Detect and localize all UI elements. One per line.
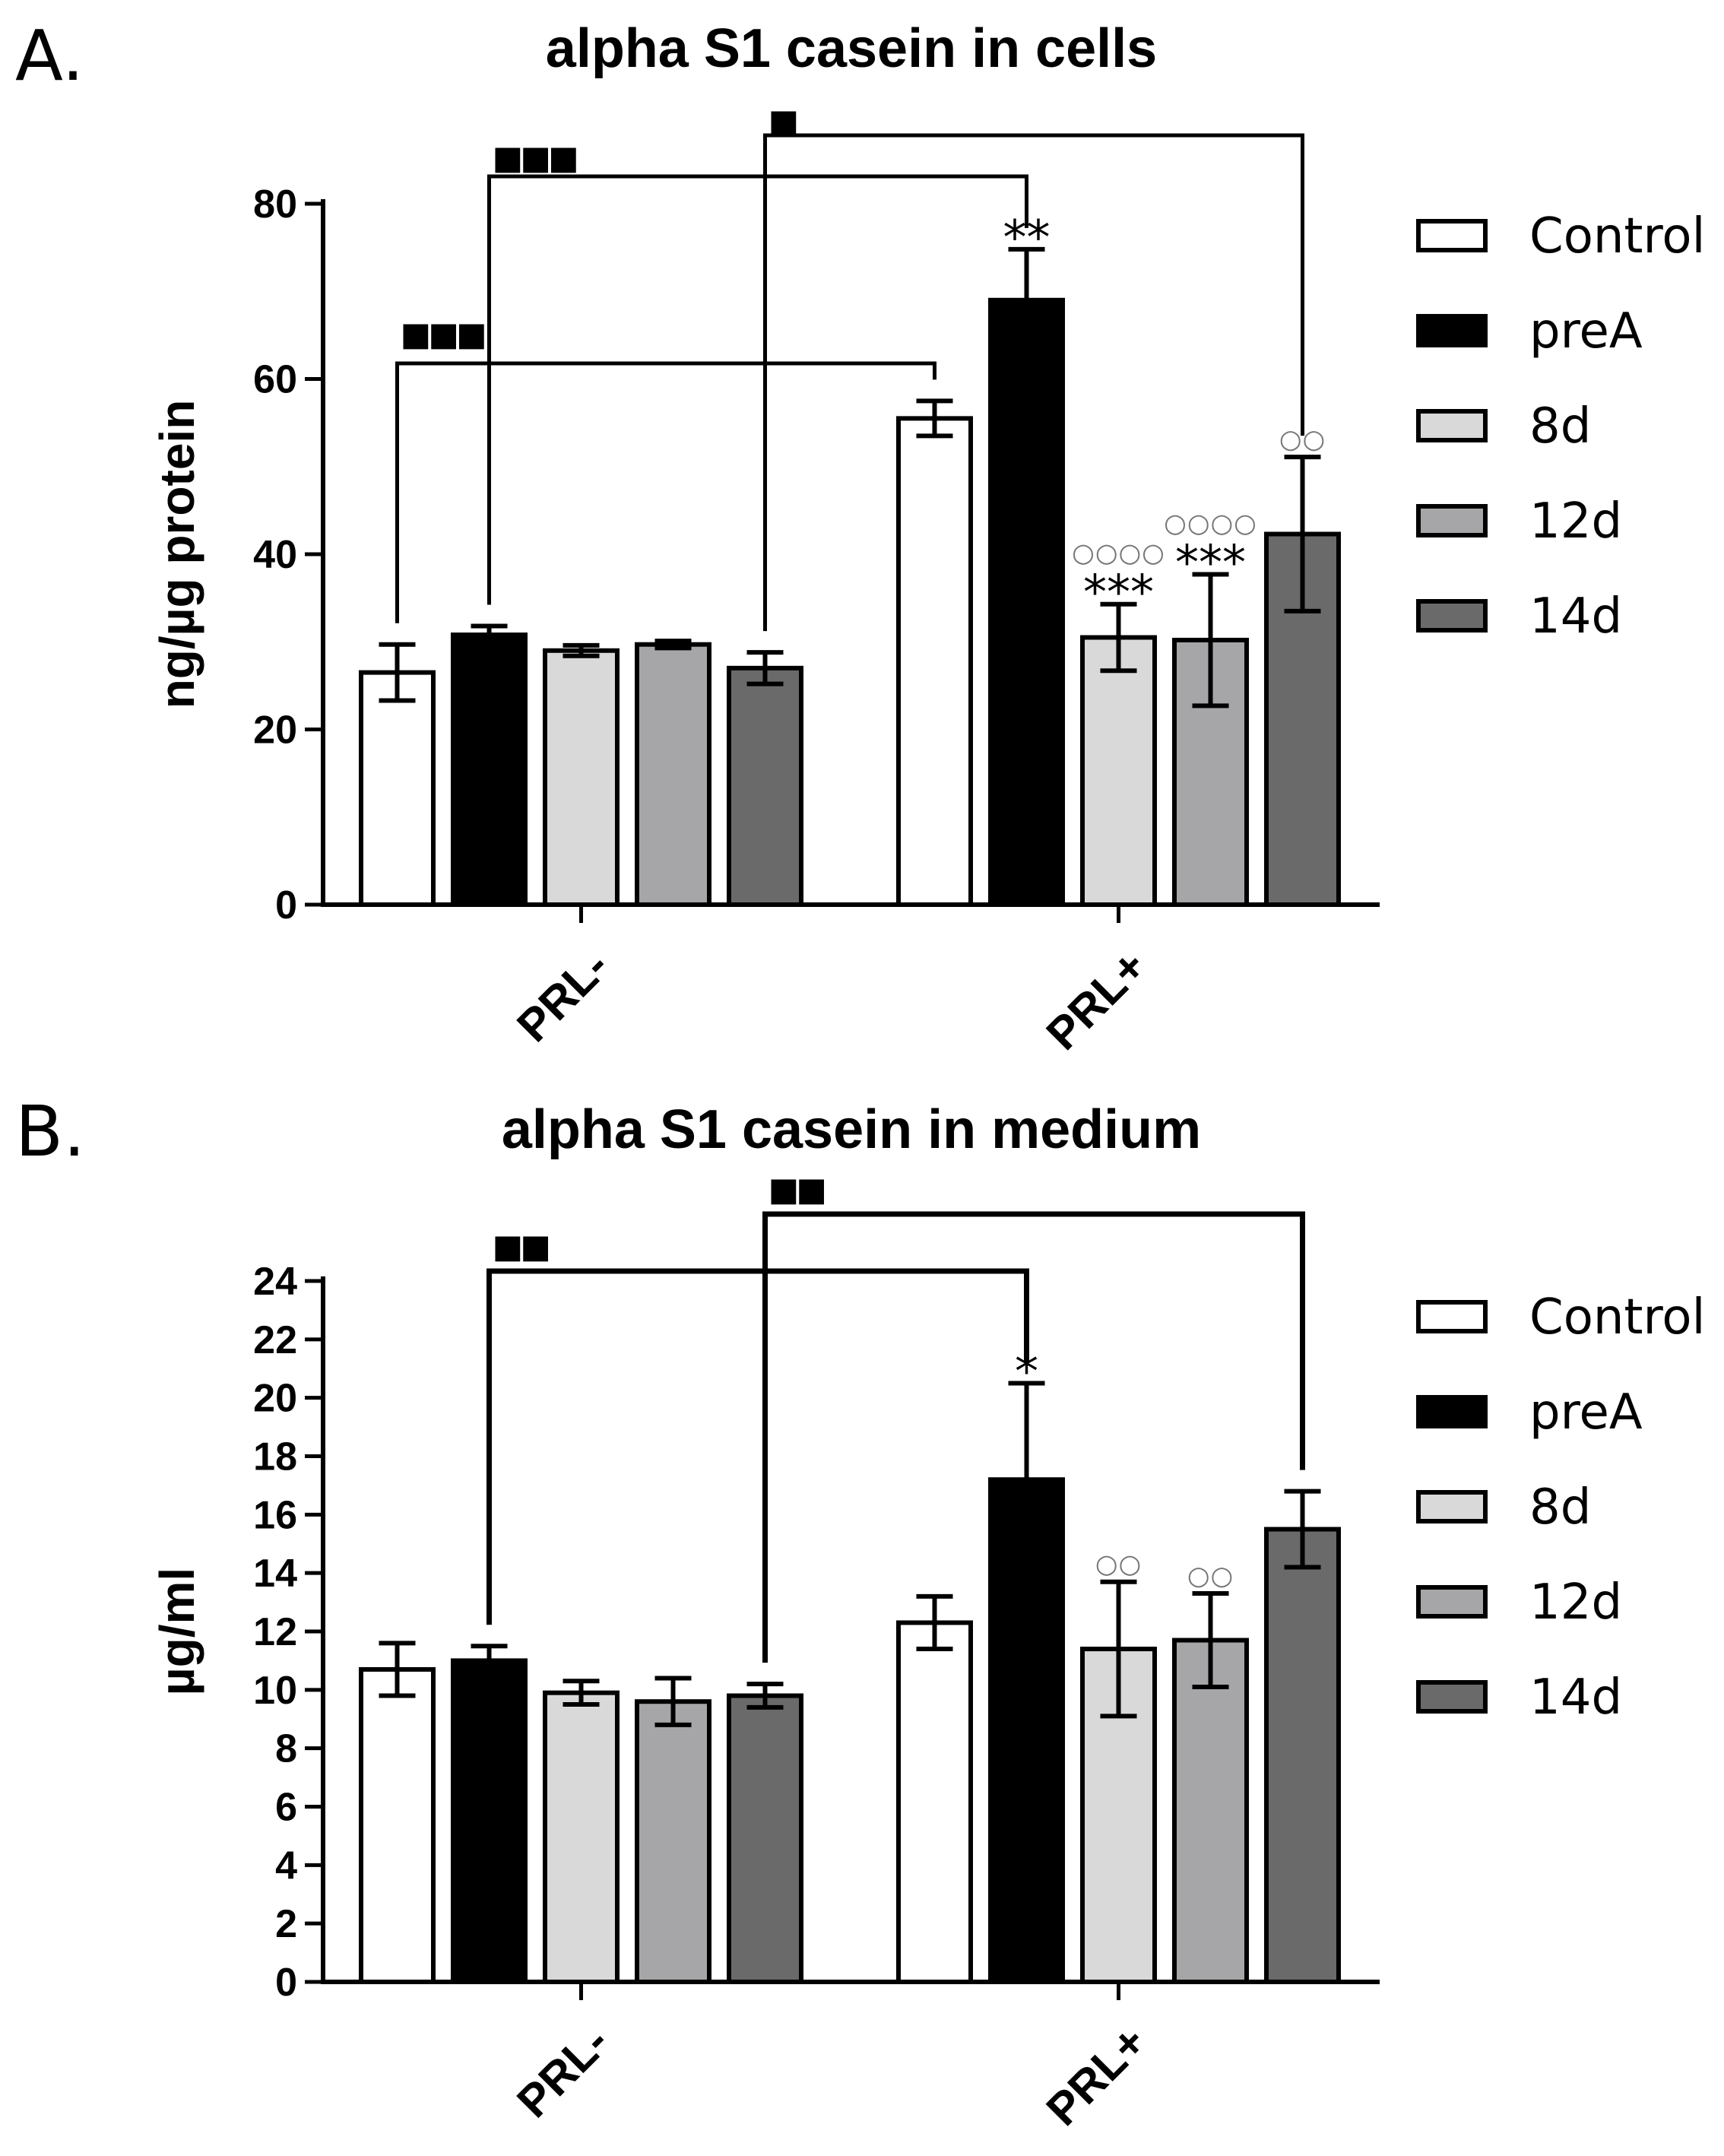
significance-asterisks: *** xyxy=(1175,535,1246,591)
y-tick-label: 2 xyxy=(275,1902,297,1946)
bar-control-prl xyxy=(359,670,436,908)
y-tick-label: 80 xyxy=(253,182,297,227)
significance-bracket xyxy=(486,1268,1029,1625)
legend-label-12d: 12d xyxy=(1529,493,1622,550)
y-tick-label: 20 xyxy=(253,1377,297,1421)
y-tick-label: 10 xyxy=(253,1669,297,1713)
bar-14d-prl xyxy=(1264,531,1341,907)
significance-asterisks: *** xyxy=(1083,565,1154,620)
significance-marker: ▪▪ xyxy=(491,1216,549,1274)
legend-label-prea: preA xyxy=(1529,303,1643,360)
bar-control-prl xyxy=(359,1666,436,1984)
x-category-label-prl: PRL- xyxy=(507,940,618,1051)
significance-asterisks: * xyxy=(1015,1343,1038,1399)
bar-prea-prl xyxy=(451,1658,528,1985)
significance-marker: ▪▪▪ xyxy=(399,303,484,362)
legend-label-8d: 8d xyxy=(1529,398,1591,455)
bar-control-prl xyxy=(896,416,973,907)
panel-a: A. alpha S1 casein in cells ng/µg protein 0… xyxy=(15,15,1705,1060)
legend-swatch-control xyxy=(1416,219,1488,252)
legend-label-control: Control xyxy=(1529,1289,1705,1346)
y-tick-label: 20 xyxy=(253,709,297,753)
chart-title: alpha S1 casein in cells xyxy=(546,18,1157,79)
y-tick-label: 22 xyxy=(253,1318,297,1362)
y-tick-label: 24 xyxy=(253,1260,297,1304)
bar-8d-prl xyxy=(543,1690,620,1985)
x-category-label-prl: PRL+ xyxy=(1037,940,1156,1060)
significance-marker: ▪ xyxy=(767,90,797,149)
legend-label-8d: 8d xyxy=(1529,1479,1591,1536)
y-axis-title: ng/µg protein xyxy=(150,400,204,709)
significance-circles: ○○○○ xyxy=(1072,538,1165,569)
significance-bracket xyxy=(395,361,936,623)
panel-label: A. xyxy=(15,15,84,97)
legend-swatch-12d xyxy=(1416,1585,1488,1619)
panel-label: B. xyxy=(15,1091,85,1172)
legend-swatch-8d xyxy=(1416,1490,1488,1523)
bar-14d-prl xyxy=(727,1693,803,1984)
bar-12d-prl xyxy=(635,1699,711,1984)
x-category-label-prl: PRL- xyxy=(507,2016,618,2127)
bar-8d-prl xyxy=(543,648,620,908)
significance-circles: ○○ xyxy=(1095,1549,1142,1580)
bar-8d-prl xyxy=(1080,635,1157,907)
legend-swatch-8d xyxy=(1416,409,1488,442)
significance-bracket xyxy=(487,174,1028,605)
y-tick-label: 8 xyxy=(275,1727,297,1771)
y-tick-label: 0 xyxy=(275,883,297,927)
y-tick-label: 0 xyxy=(275,1961,297,2005)
bar-14d-prl xyxy=(1264,1527,1341,1984)
y-tick-label: 16 xyxy=(253,1493,297,1537)
y-tick-label: 18 xyxy=(253,1435,297,1479)
y-tick-label: 14 xyxy=(253,1552,297,1596)
legend-label-control: Control xyxy=(1529,208,1705,265)
y-tick-label: 12 xyxy=(253,1610,297,1654)
bar-14d-prl xyxy=(727,665,803,907)
significance-asterisks: ** xyxy=(1003,210,1051,265)
bar-12d-prl xyxy=(635,642,711,908)
significance-bracket xyxy=(763,133,1304,632)
legend-swatch-prea xyxy=(1416,1395,1488,1428)
legend-swatch-prea xyxy=(1416,314,1488,347)
legend-label-14d: 14d xyxy=(1529,1669,1622,1726)
legend-swatch-14d xyxy=(1416,1680,1488,1714)
bar-control-prl xyxy=(896,1620,973,1985)
bar-prea-prl xyxy=(988,297,1065,907)
bar-12d-prl xyxy=(1172,1638,1249,1984)
significance-marker: ▪▪▪ xyxy=(491,127,576,185)
legend-label-prea: preA xyxy=(1529,1384,1643,1441)
legend-label-14d: 14d xyxy=(1529,588,1622,645)
y-tick-label: 6 xyxy=(275,1786,297,1830)
panel-b: B. alpha S1 casein in mediumµg/ml02468101… xyxy=(15,1091,1705,2135)
legend-swatch-12d xyxy=(1416,504,1488,537)
y-tick-label: 4 xyxy=(275,1844,297,1888)
legend-swatch-control xyxy=(1416,1300,1488,1333)
x-category-label-prl: PRL+ xyxy=(1037,2016,1156,2135)
significance-circles: ○○ xyxy=(1187,1561,1234,1591)
significance-marker: ▪▪ xyxy=(767,1159,825,1217)
bar-prea-prl xyxy=(451,633,528,908)
significance-circles: ○○ xyxy=(1279,424,1326,455)
y-axis-title: µg/ml xyxy=(150,1568,204,1695)
legend-label-12d: 12d xyxy=(1529,1574,1622,1631)
legend-swatch-14d xyxy=(1416,599,1488,633)
y-tick-label: 60 xyxy=(253,358,297,402)
chart-title: alpha S1 casein in medium xyxy=(502,1099,1201,1160)
significance-bracket xyxy=(762,1211,1305,1663)
y-tick-label: 40 xyxy=(253,533,297,577)
significance-circles: ○○○○ xyxy=(1164,509,1257,539)
